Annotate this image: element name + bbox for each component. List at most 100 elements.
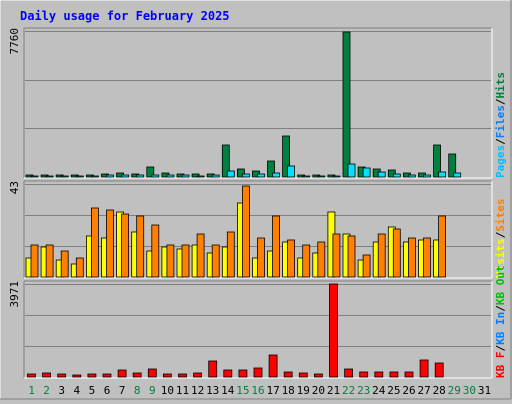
middle-sites-bar — [121, 213, 129, 278]
middle-sites-bar — [136, 215, 145, 278]
top-files-bar — [317, 175, 326, 178]
middle-sites-bar — [60, 250, 69, 278]
middle-sites-bar — [45, 244, 54, 278]
legend-item: / — [494, 305, 507, 312]
bottom-kb_f-bar — [87, 373, 97, 378]
middle-sites-bar — [423, 237, 431, 278]
middle-sites-bar — [347, 235, 356, 278]
top-hits-bar — [236, 168, 245, 178]
bottom-ymax-label: 3971 — [8, 281, 21, 308]
top-files-bar — [226, 170, 235, 178]
middle-sites-bar — [302, 244, 311, 278]
top-files-bar — [75, 175, 84, 178]
x-tick-label: 10 — [161, 384, 174, 397]
x-tick-label: 28 — [433, 384, 446, 397]
x-tick-label: 17 — [266, 384, 279, 397]
top-files-bar — [136, 174, 145, 178]
top-files-bar — [241, 173, 250, 178]
bottom-legend: KB F/KB In/KB Out — [494, 265, 507, 378]
bottom-kb_f-bar — [162, 373, 172, 378]
middle-sites-bar — [407, 237, 416, 278]
middle-sites-bar — [362, 254, 371, 278]
x-tick-label: 4 — [73, 384, 80, 397]
x-tick-label: 18 — [282, 384, 295, 397]
top-files-bar — [453, 172, 462, 178]
x-tick-label: 14 — [221, 384, 235, 397]
top-files-bar — [151, 174, 160, 178]
bottom-kb_f-bar — [57, 373, 67, 378]
bottom-kb_f-bar — [223, 369, 233, 378]
top-files-bar — [30, 175, 39, 178]
bottom-kb_f-bar — [102, 373, 112, 378]
middle-sites-bar — [181, 244, 190, 278]
bottom-kb_f-bar — [434, 362, 444, 378]
top-files-bar — [91, 175, 99, 178]
bottom-kb_f-bar — [132, 372, 142, 378]
legend-item: Visits — [494, 238, 507, 278]
x-tick-label: 15 — [236, 384, 249, 397]
x-tick-label: 27 — [417, 384, 430, 397]
top-hits-bar — [221, 144, 230, 178]
legend-item: KB F — [494, 352, 507, 379]
x-tick-label: 2 — [43, 384, 50, 397]
x-tick-label: 31 — [478, 384, 491, 397]
middle-sites-bar — [166, 244, 175, 278]
middle-sites-bar — [257, 237, 265, 278]
legend-item: Files — [494, 105, 507, 138]
x-tick-label: 1 — [28, 384, 35, 397]
top-files-bar — [60, 175, 69, 178]
top-files-bar — [392, 173, 401, 178]
bottom-kb_f-bar — [238, 369, 248, 378]
x-tick-label: 20 — [312, 384, 325, 397]
chart-title: Daily usage for February 2025 — [20, 9, 230, 23]
bottom-kb_f-bar — [344, 368, 354, 378]
x-tick-label: 11 — [176, 384, 189, 397]
x-tick-label: 21 — [327, 384, 340, 397]
bottom-kb_f-bar — [178, 373, 187, 378]
bottom-kb_f-bar — [42, 372, 51, 378]
top-files-bar — [362, 167, 371, 178]
middle-sites-bar — [75, 257, 84, 278]
top-files-bar — [407, 174, 416, 178]
x-tick-label: 24 — [372, 384, 386, 397]
x-tick-label: 19 — [297, 384, 310, 397]
bottom-kb_f-bar — [268, 354, 278, 378]
top-hits-bar — [433, 144, 442, 178]
x-tick-label: 22 — [342, 384, 355, 397]
bottom-kb_f-bar — [359, 371, 369, 378]
middle-ymax-label: 43 — [8, 181, 21, 194]
top-hits-bar — [342, 31, 351, 178]
top-files-bar — [106, 174, 114, 178]
middle-sites-bar — [211, 244, 220, 278]
bottom-kb_f-bar — [147, 368, 157, 378]
legend-item: KB Out — [494, 265, 507, 305]
middle-sites-bar — [106, 209, 114, 278]
bottom-kb_f-bar — [27, 373, 36, 378]
top-files-bar — [196, 175, 205, 178]
middle-sites-bar — [392, 228, 401, 278]
bottom-kb_f-bar — [283, 371, 293, 378]
x-tick-label: 23 — [357, 384, 370, 397]
bottom-kb_f-bar — [313, 373, 323, 378]
top-files-bar — [45, 175, 54, 178]
legend-item: / — [494, 138, 507, 145]
x-tick-label: 9 — [149, 384, 156, 397]
middle-sites-bar — [226, 231, 235, 278]
middle-sites-bar — [272, 215, 280, 278]
top-files-bar — [166, 174, 175, 178]
middle-sites-bar — [91, 207, 99, 278]
x-tick-label: 30 — [463, 384, 476, 397]
legend-item: KB In — [494, 312, 507, 345]
x-tick-label: 5 — [89, 384, 96, 397]
bottom-kb_f-bar — [72, 374, 82, 378]
top-files-bar — [377, 171, 386, 178]
top-files-bar — [181, 174, 190, 178]
legend-item: / — [494, 231, 507, 238]
middle-sites-bar — [317, 241, 326, 278]
bottom-kb_f-bar — [389, 371, 399, 378]
bottom-kb_f-bar — [419, 359, 429, 378]
top-ymax-label: 7760 — [8, 28, 21, 55]
